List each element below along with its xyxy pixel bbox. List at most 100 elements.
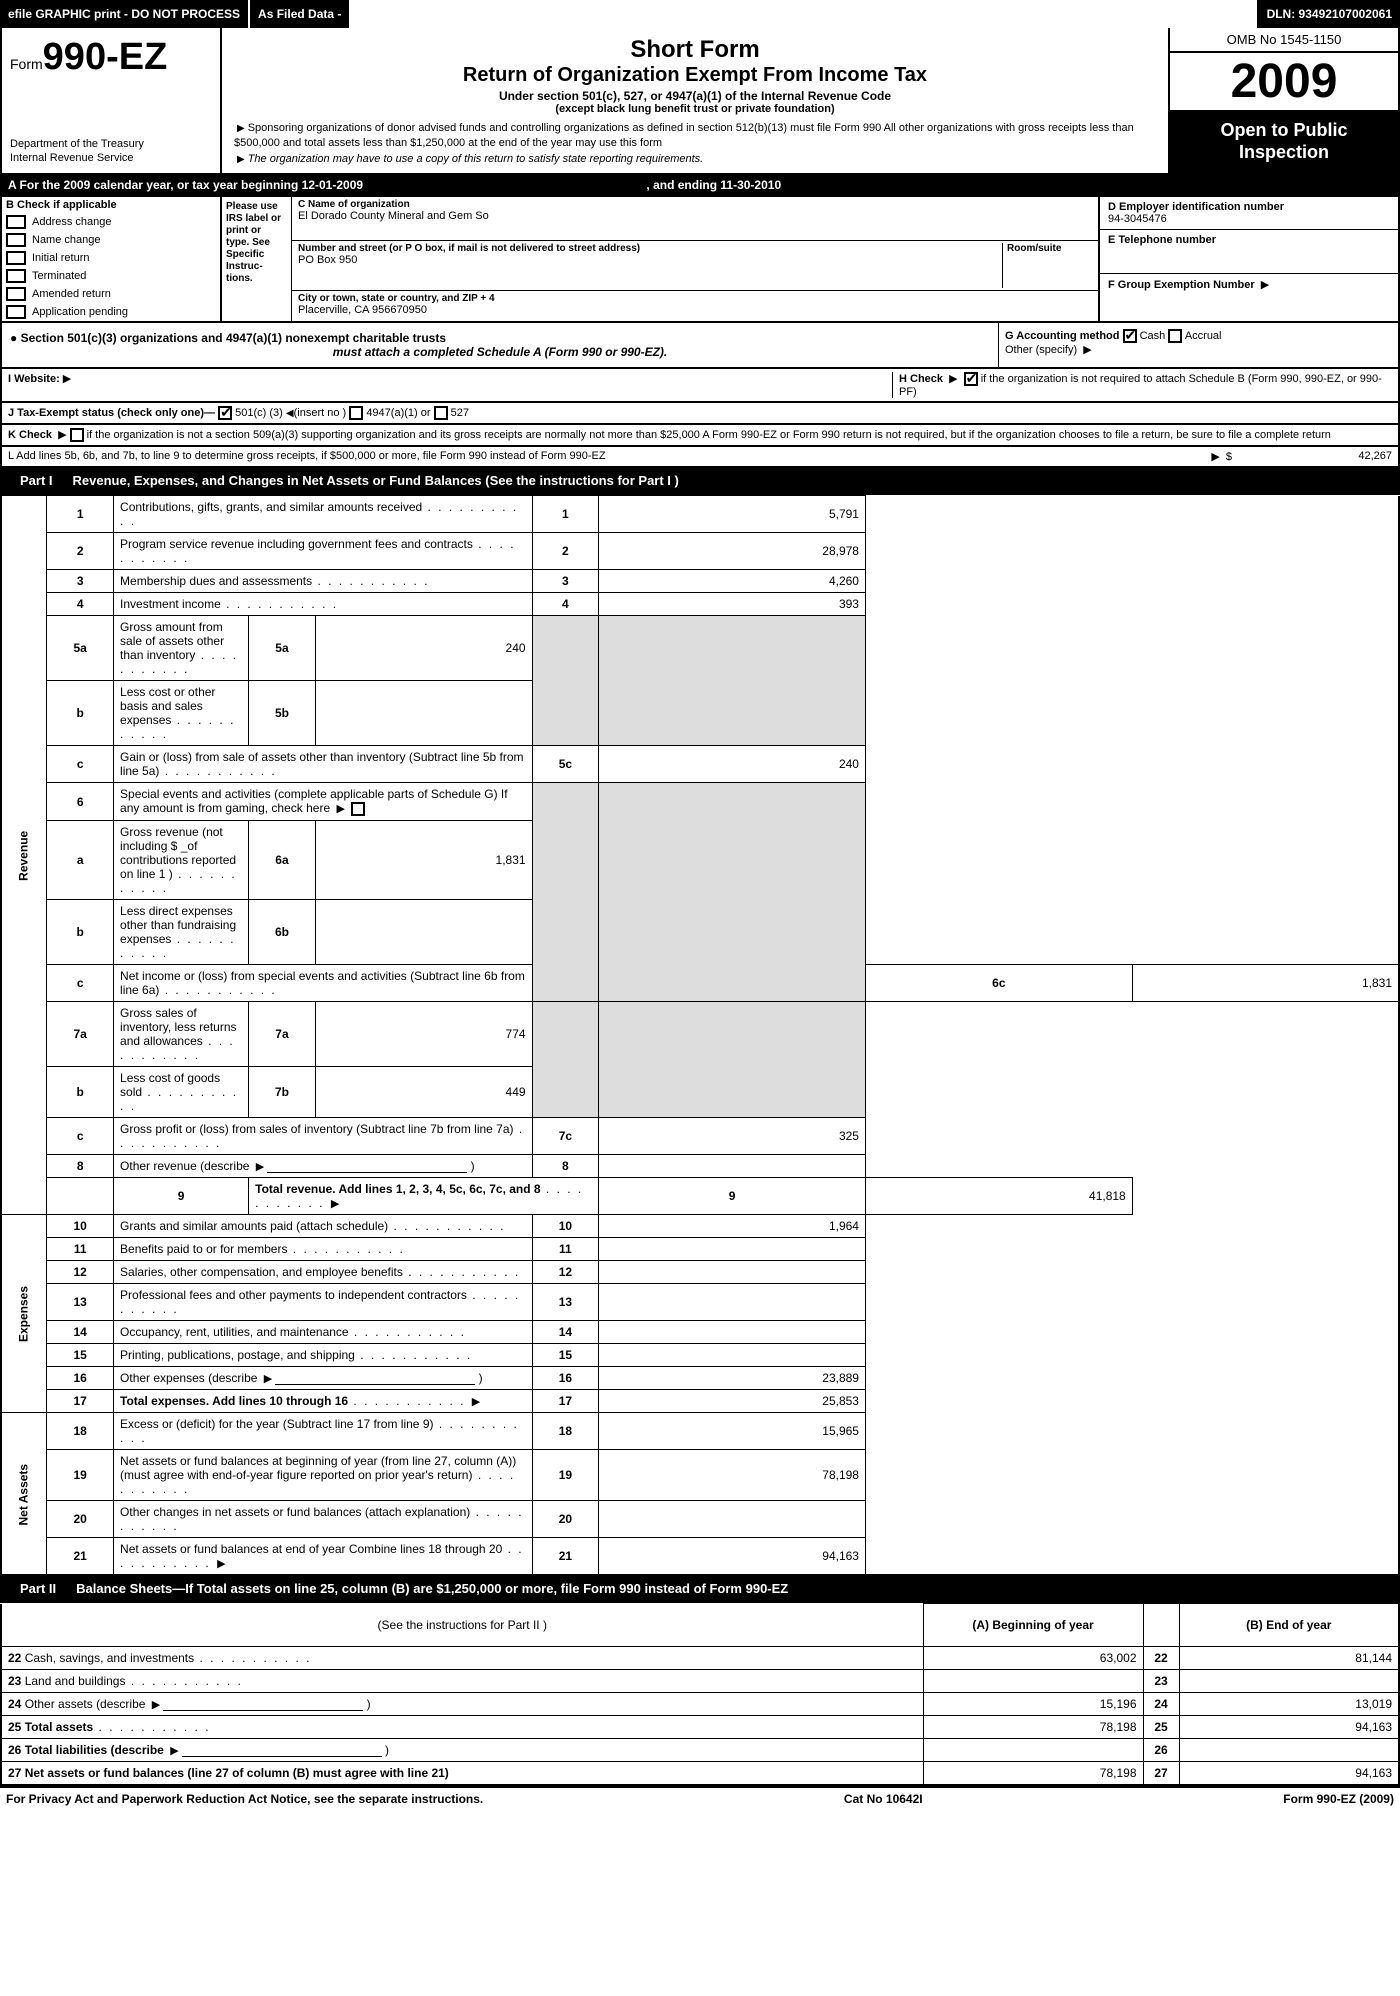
please-use-label: Please use IRS label or print or type. S… — [222, 197, 292, 321]
arrow-icon — [214, 1556, 228, 1570]
subtitle-except: (except black lung benefit trust or priv… — [234, 103, 1156, 115]
dept-treasury: Department of the Treasury — [10, 137, 212, 151]
arrow-icon — [167, 1743, 181, 1757]
chk-501c[interactable] — [218, 406, 232, 420]
bs-24-a: 15,196 — [923, 1692, 1143, 1715]
chk-cash[interactable] — [1123, 329, 1137, 343]
line-1-value: 5,791 — [599, 496, 866, 533]
line-20-value — [599, 1501, 866, 1538]
line-12-value — [599, 1261, 866, 1284]
chk-initial-return[interactable]: Initial return — [2, 249, 220, 267]
arrow-icon — [234, 153, 248, 165]
line-4-value: 393 — [599, 593, 866, 616]
line-6b-value — [315, 900, 532, 965]
form-number: Form990-EZ — [10, 36, 212, 79]
group-exemption-label: F Group Exemption Number — [1108, 279, 1255, 291]
omb-number: OMB No 1545-1150 — [1170, 28, 1398, 53]
bs-26-b — [1179, 1738, 1399, 1761]
line-l-amount: 42,267 — [1232, 450, 1392, 463]
balance-sheet-table: (See the instructions for Part II ) (A) … — [0, 1603, 1400, 1786]
dept-irs: Internal Revenue Service — [10, 151, 212, 165]
line-l: L Add lines 5b, 6b, and 7b, to line 9 to… — [0, 447, 1400, 468]
chk-name-change[interactable]: Name change — [2, 231, 220, 249]
tax-year: 2009 — [1170, 53, 1398, 110]
chk-527[interactable] — [434, 406, 448, 420]
chk-terminated[interactable]: Terminated — [2, 267, 220, 285]
city-state-zip: Placerville, CA 956670950 — [298, 304, 1092, 316]
arrow-icon — [234, 122, 248, 134]
line-6c-value: 1,831 — [1132, 965, 1399, 1002]
arrow-icon — [261, 1371, 275, 1385]
bs-27-b: 94,163 — [1179, 1761, 1399, 1785]
line-18-value: 15,965 — [599, 1413, 866, 1450]
org-info-block: B Check if applicable Address change Nam… — [0, 197, 1400, 323]
bs-23-a — [923, 1669, 1143, 1692]
chk-amended[interactable]: Amended return — [2, 285, 220, 303]
chk-schedule-b[interactable] — [964, 372, 978, 386]
chk-509a3[interactable] — [70, 428, 84, 442]
part-1-table: Revenue 1Contributions, gifts, grants, a… — [0, 495, 1400, 1576]
cat-number: Cat No 10642I — [844, 1792, 923, 1806]
top-bar: efile GRAPHIC print - DO NOT PROCESS As … — [0, 0, 1400, 28]
address-label: Number and street (or P O box, if mail i… — [298, 243, 1002, 254]
title-short-form: Short Form — [234, 36, 1156, 64]
line-8-value — [599, 1155, 866, 1178]
line-5b-value — [315, 681, 532, 746]
line-10-value: 1,964 — [599, 1215, 866, 1238]
line-9-value: 41,818 — [865, 1178, 1132, 1215]
form-header: Form990-EZ Department of the Treasury In… — [0, 28, 1400, 175]
chk-accrual[interactable] — [1168, 329, 1182, 343]
arrow-icon — [469, 1394, 483, 1408]
section-b-label: B Check if applicable — [2, 197, 220, 213]
arrow-icon — [55, 429, 69, 441]
line-j: J Tax-Exempt status (check only one)— 50… — [0, 403, 1400, 425]
asfiled-label: As Filed Data - — [250, 0, 351, 28]
bs-27-a: 78,198 — [923, 1761, 1143, 1785]
revenue-sidebar: Revenue — [1, 496, 47, 1215]
form-ref: Form 990-EZ (2009) — [1283, 1792, 1394, 1806]
chk-address-change[interactable]: Address change — [2, 213, 220, 231]
line-7a-value: 774 — [315, 1002, 532, 1067]
net-assets-sidebar: Net Assets — [1, 1413, 47, 1576]
arrow-icon — [946, 373, 960, 385]
line-7b-value: 449 — [315, 1067, 532, 1118]
ein-label: D Employer identification number — [1108, 201, 1284, 213]
line-21-value: 94,163 — [599, 1538, 866, 1576]
arrow-icon — [328, 1196, 342, 1210]
subtitle-section: Under section 501(c), 527, or 4947(a)(1)… — [234, 89, 1156, 103]
line-5a-value: 240 — [315, 616, 532, 681]
bs-23-b — [1179, 1669, 1399, 1692]
chk-gaming[interactable] — [351, 802, 365, 816]
bs-25-a: 78,198 — [923, 1715, 1143, 1738]
address: PO Box 950 — [298, 254, 1002, 266]
bs-25-b: 94,163 — [1179, 1715, 1399, 1738]
arrow-icon — [253, 1159, 267, 1173]
line-2-value: 28,978 — [599, 533, 866, 570]
title-return: Return of Organization Exempt From Incom… — [234, 64, 1156, 87]
bs-22-a: 63,002 — [923, 1646, 1143, 1669]
open-to-public: Open to PublicInspection — [1170, 110, 1398, 173]
part2-instructions: (See the instructions for Part II ) — [1, 1604, 923, 1647]
bs-22-b: 81,144 — [1179, 1646, 1399, 1669]
section-501c3: ● Section 501(c)(3) organizations and 49… — [0, 323, 1400, 369]
line-3-value: 4,260 — [599, 570, 866, 593]
line-11-value — [599, 1238, 866, 1261]
line-k: K Check if the organization is not a sec… — [0, 425, 1400, 447]
col-a-header: (A) Beginning of year — [923, 1604, 1143, 1647]
expenses-sidebar: Expenses — [1, 1215, 47, 1413]
line-16-value: 23,889 — [599, 1367, 866, 1390]
chk-application-pending[interactable]: Application pending — [2, 303, 220, 321]
arrow-icon — [1208, 451, 1222, 463]
arrow-icon — [333, 801, 347, 815]
arrow-icon — [149, 1697, 163, 1711]
line-5c-value: 240 — [599, 746, 866, 783]
part-1-header: Part I Revenue, Expenses, and Changes in… — [0, 468, 1400, 495]
org-name-label: C Name of organization — [298, 199, 1092, 210]
row-a-tax-year: A For the 2009 calendar year, or tax yea… — [0, 175, 1400, 197]
line-14-value — [599, 1321, 866, 1344]
org-name: El Dorado County Mineral and Gem So — [298, 210, 1092, 222]
chk-4947[interactable] — [349, 406, 363, 420]
arrow-icon — [1258, 279, 1272, 291]
line-19-value: 78,198 — [599, 1450, 866, 1501]
bs-24-b: 13,019 — [1179, 1692, 1399, 1715]
